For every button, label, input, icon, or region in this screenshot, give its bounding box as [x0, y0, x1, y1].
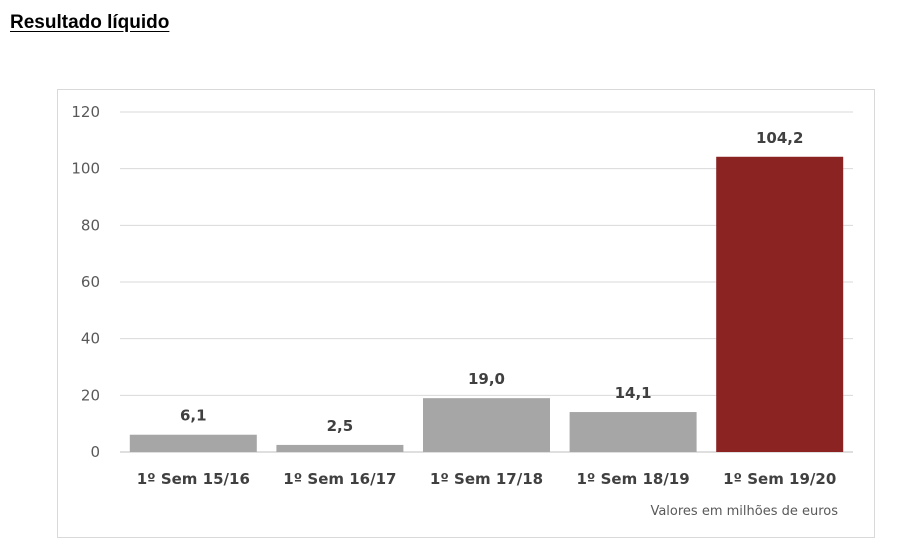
x-category-label: 1º Sem 15/16: [137, 470, 250, 488]
data-label: 14,1: [615, 384, 652, 402]
x-category-label: 1º Sem 18/19: [577, 470, 690, 488]
bars: [129, 156, 844, 452]
y-axis-ticks: 0 20 40 60 80 100 120: [71, 103, 100, 461]
y-tick-label: 20: [81, 386, 100, 404]
page-title: Resultado líquido: [10, 12, 170, 33]
y-tick-label: 120: [71, 103, 100, 121]
data-label: 2,5: [327, 417, 354, 435]
y-tick-label: 80: [81, 216, 100, 234]
data-label: 19,0: [468, 370, 505, 388]
bar: [569, 412, 697, 452]
x-category-label: 1º Sem 16/17: [283, 470, 396, 488]
bar: [423, 398, 550, 452]
data-label: 6,1: [180, 407, 207, 425]
data-label: 104,2: [756, 129, 803, 147]
units-note: Valores em milhões de euros: [650, 504, 838, 519]
y-tick-label: 100: [71, 160, 100, 178]
bar: [716, 156, 844, 452]
bar: [276, 444, 404, 452]
x-category-label: 1º Sem 19/20: [723, 470, 836, 488]
y-tick-label: 40: [81, 330, 100, 348]
data-labels: 6,1 2,5 19,0 14,1 104,2: [180, 129, 803, 435]
x-category-label: 1º Sem 17/18: [430, 470, 543, 488]
x-axis-categories: 1º Sem 15/16 1º Sem 16/17 1º Sem 17/18 1º S…: [137, 470, 837, 488]
y-tick-label: 60: [81, 273, 100, 291]
y-tick-label: 0: [90, 443, 100, 461]
bar: [129, 434, 257, 452]
